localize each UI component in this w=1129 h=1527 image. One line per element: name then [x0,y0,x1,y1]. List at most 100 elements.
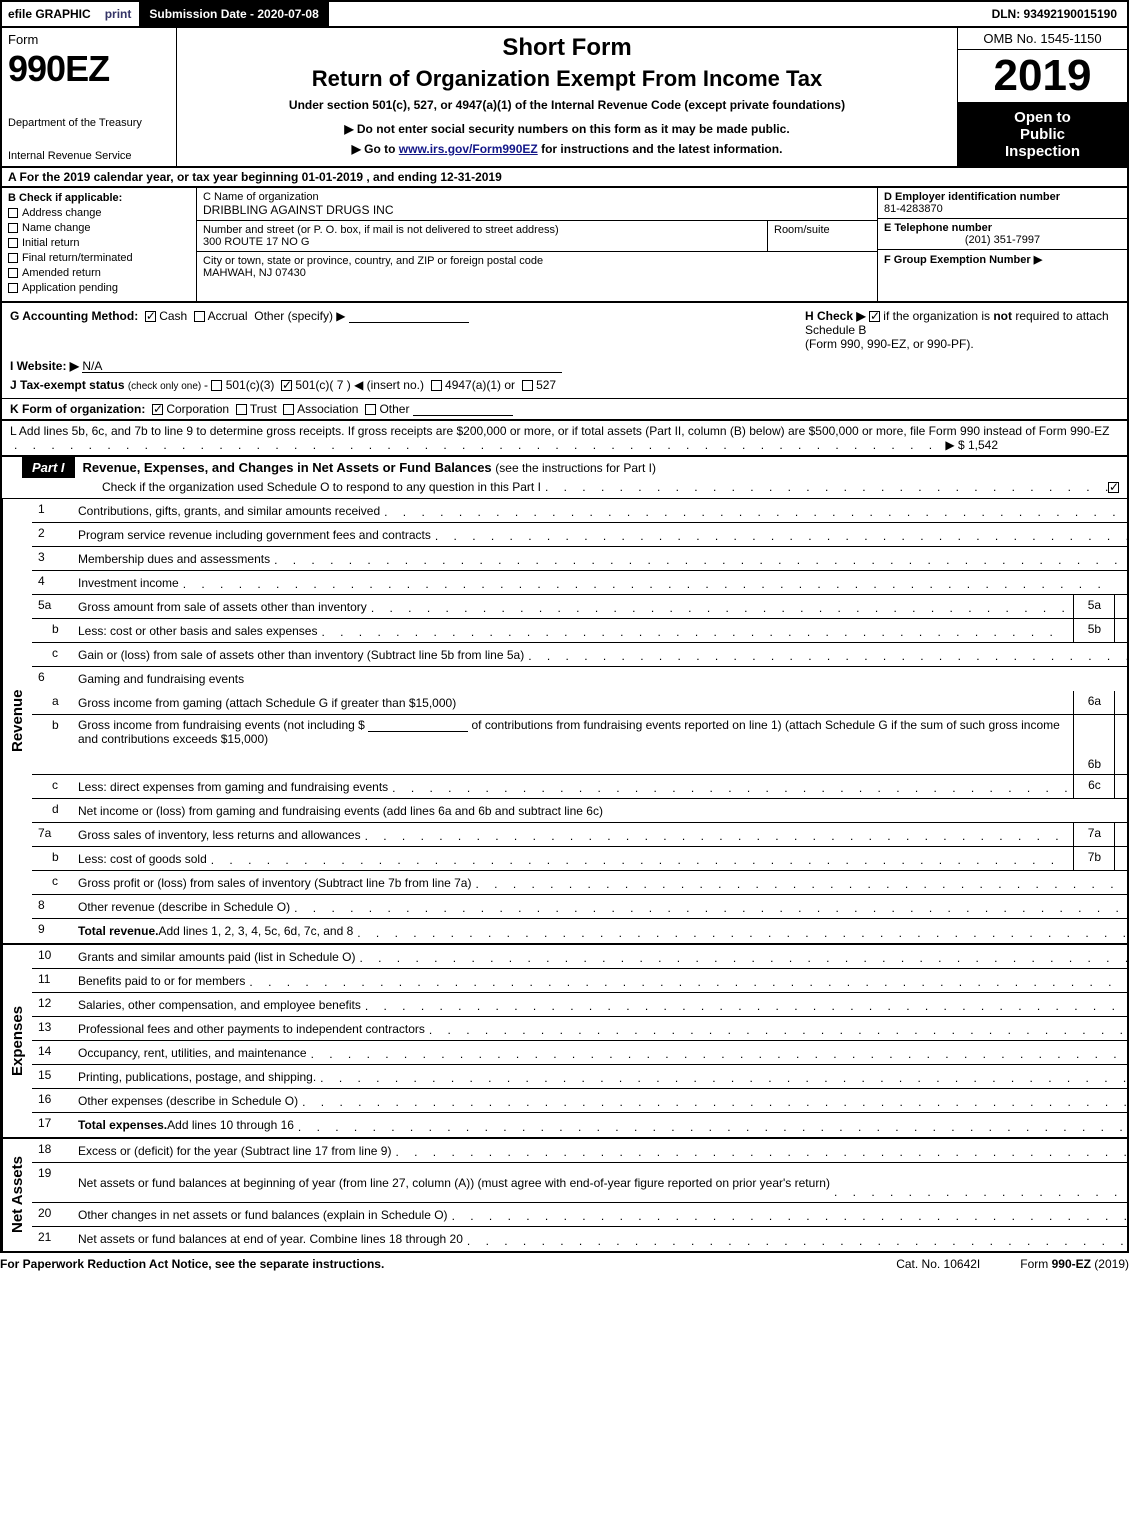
top-bar: efile GRAPHIC print Submission Date - 20… [0,0,1129,28]
section-c: C Name of organization DRIBBLING AGAINST… [197,188,877,301]
city-label: City or town, state or province, country… [203,255,871,267]
form-number: 990EZ [8,51,168,87]
chk-501c3[interactable] [211,380,222,391]
line-7c: c Gross profit or (loss) from sales of i… [32,871,1129,895]
chk-527[interactable] [522,380,533,391]
chk-initial-return[interactable]: Initial return [8,237,190,249]
street-row: Number and street (or P. O. box, if mail… [197,221,877,252]
line-6b: b Gross income from fundraising events (… [32,715,1129,775]
h-text1: if the organization is [883,309,993,323]
chk-association[interactable] [283,404,294,415]
group-exemption-label: F Group Exemption Number ▶ [884,254,1042,266]
section-b: B Check if applicable: Address change Na… [2,188,197,301]
city-cell: City or town, state or province, country… [197,252,877,301]
line-15: 15 Printing, publications, postage, and … [32,1065,1129,1089]
line-4: 4 Investment income 4 [32,571,1129,595]
phone-label: E Telephone number [884,222,1121,234]
line-3: 3 Membership dues and assessments 3 [32,547,1129,571]
line-5a: 5a Gross amount from sale of assets othe… [32,595,1129,619]
chk-name-change[interactable]: Name change [8,222,190,234]
line-16: 16 Other expenses (describe in Schedule … [32,1089,1129,1113]
line-5a-value [1115,595,1129,618]
section-j: J Tax-exempt status (check only one) - 5… [0,375,1129,395]
expenses-rows: 10 Grants and similar amounts paid (list… [32,945,1129,1137]
section-k: K Form of organization: Corporation Trus… [0,399,1129,420]
checkbox-icon [8,223,18,233]
section-a-tax-year: A For the 2019 calendar year, or tax yea… [0,168,1129,188]
j-sub: (check only one) [128,381,204,392]
department-label: Department of the Treasury [8,117,168,129]
section-gh-row: G Accounting Method: Cash Accrual Other … [0,303,1129,357]
line-6c-value [1115,775,1129,798]
i-label: I Website: ▶ [10,359,79,373]
line-18: 18 Excess or (deficit) for the year (Sub… [32,1139,1129,1163]
section-g: G Accounting Method: Cash Accrual Other … [2,303,797,357]
ein-label: D Employer identification number [884,191,1121,203]
line-8: 8 Other revenue (describe in Schedule O)… [32,895,1129,919]
line-11: 11 Benefits paid to or for members 11 [32,969,1129,993]
chk-trust[interactable] [236,404,247,415]
line-6b-contrib-input[interactable] [368,718,468,732]
chk-application-pending[interactable]: Application pending [8,282,190,294]
title-goto: ▶ Go to www.irs.gov/Form990EZ for instru… [185,142,949,156]
tax-year: 2019 [958,50,1127,103]
chk-final-return[interactable]: Final return/terminated [8,252,190,264]
part-i-table: Revenue 1 Contributions, gifts, grants, … [0,499,1129,1253]
entity-info-block: B Check if applicable: Address change Na… [0,188,1129,303]
net-assets-side-label: Net Assets [2,1139,32,1251]
form-header: Form 990EZ Department of the Treasury In… [0,28,1129,168]
other-org-input[interactable] [413,402,513,416]
line-7a-value [1115,823,1129,846]
line-9: 9 Total revenue. Add lines 1, 2, 3, 4, 5… [32,919,1129,943]
chk-501c[interactable] [281,380,292,391]
line-10: 10 Grants and similar amounts paid (list… [32,945,1129,969]
inspection-l2: Public [962,126,1123,143]
chk-schedule-o-used[interactable] [1108,482,1119,493]
website-value: N/A [82,359,562,373]
section-i: I Website: ▶ N/A [0,357,1129,375]
group-exemption-cell: F Group Exemption Number ▶ [878,250,1127,269]
form-id-box: Form 990EZ Department of the Treasury In… [2,28,177,166]
goto-link[interactable]: www.irs.gov/Form990EZ [399,142,538,156]
line-5b-value [1115,619,1129,642]
j-label: J Tax-exempt status [10,378,125,392]
chk-schedule-b-not-required[interactable] [869,311,880,322]
table-body: Revenue 1 Contributions, gifts, grants, … [2,499,1129,1251]
expenses-side-label: Expenses [2,945,32,1137]
chk-address-change[interactable]: Address change [8,207,190,219]
revenue-section: Revenue 1 Contributions, gifts, grants, … [2,499,1129,943]
dots [541,480,1108,494]
chk-accrual[interactable] [194,311,205,322]
goto-prefix: ▶ Go to [352,142,399,156]
street-cell: Number and street (or P. O. box, if mail… [197,221,767,251]
line-21: 21 Net assets or fund balances at end of… [32,1227,1129,1251]
chk-amended-return[interactable]: Amended return [8,267,190,279]
chk-cash[interactable] [145,311,156,322]
checkbox-icon [8,268,18,278]
dln-label: DLN: 93492190015190 [982,7,1127,21]
line-6: 6 Gaming and fundraising events [32,667,1129,691]
chk-other-org[interactable] [365,404,376,415]
section-l: L Add lines 5b, 6c, and 7b to line 9 to … [0,420,1129,457]
title-box: Short Form Return of Organization Exempt… [177,28,957,166]
line-6c: c Less: direct expenses from gaming and … [32,775,1129,799]
line-7b: b Less: cost of goods sold 7b [32,847,1129,871]
chk-4947a1[interactable] [431,380,442,391]
g-label: G Accounting Method: [10,309,138,323]
chk-corporation[interactable] [152,404,163,415]
line-12: 12 Salaries, other compensation, and emp… [32,993,1129,1017]
other-specify-input[interactable] [349,309,469,323]
catalog-number: Cat. No. 10642I [856,1257,1020,1271]
print-link[interactable]: print [97,7,140,21]
h-text3: (Form 990, 990-EZ, or 990-PF). [805,337,974,351]
checkbox-icon [8,283,18,293]
section-def: D Employer identification number 81-4283… [877,188,1127,301]
line-5b: b Less: cost or other basis and sales ex… [32,619,1129,643]
street-label: Number and street (or P. O. box, if mail… [203,224,761,236]
title-warning: ▶ Do not enter social security numbers o… [185,122,949,136]
line-13: 13 Professional fees and other payments … [32,1017,1129,1041]
submission-date: Submission Date - 2020-07-08 [139,2,328,26]
right-header-box: OMB No. 1545-1150 2019 Open to Public In… [957,28,1127,166]
goto-suffix: for instructions and the latest informat… [538,142,783,156]
checkbox-icon [8,238,18,248]
